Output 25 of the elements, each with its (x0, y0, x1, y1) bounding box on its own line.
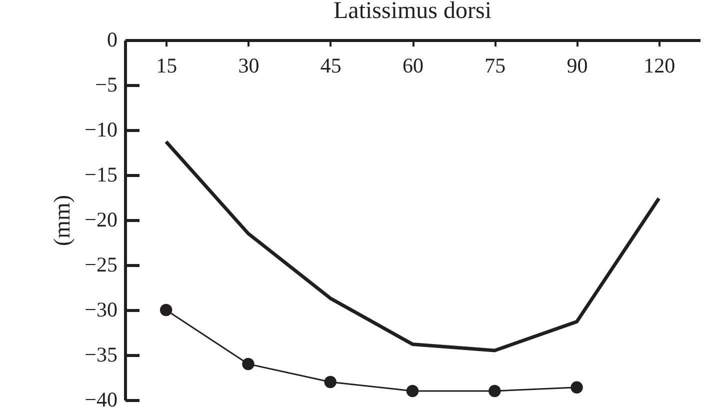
point (406, 384, 419, 398)
line-series (164, 140, 661, 352)
x-tick-label: 90 (566, 54, 588, 78)
y-tick-label: −25 (84, 252, 118, 276)
x-tick-label: 15 (156, 54, 178, 78)
x-tick-label: 45 (320, 54, 342, 78)
y-tick-label: 0 (107, 28, 118, 52)
x-tick-label: 75 (484, 54, 506, 78)
point (242, 358, 254, 370)
y-tick-label: −15 (84, 162, 118, 186)
x-tick-label: 30 (238, 54, 260, 78)
y-tick-label: −5 (95, 72, 118, 96)
point (570, 381, 583, 394)
y-axis-title: (mm) (50, 194, 75, 246)
chart-title: Latissimus dorsi (333, 0, 492, 24)
y-tick-label: −40 (84, 388, 118, 412)
point (488, 384, 501, 398)
point (160, 304, 172, 316)
y-tick-label: −35 (84, 342, 118, 366)
x-tick-label: 120 (644, 54, 676, 78)
point (324, 376, 336, 388)
y-tick-label: −30 (84, 298, 118, 322)
x-tick-label: 60 (402, 54, 424, 78)
y-tick-label: −20 (84, 208, 118, 232)
y-tick-label: −10 (84, 118, 118, 142)
